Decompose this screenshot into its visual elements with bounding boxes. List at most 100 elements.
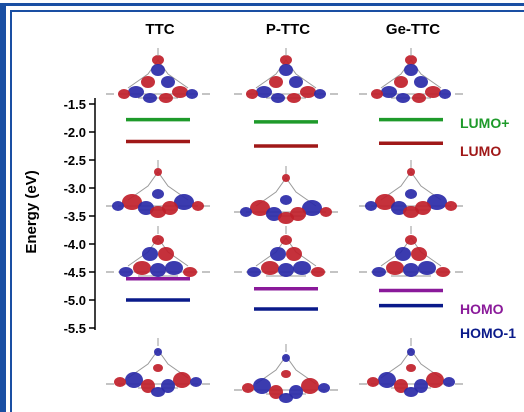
orbital-lobe-negative (253, 378, 271, 394)
level-label: LUMO+ (460, 115, 509, 131)
orbital-lobe-positive (118, 89, 130, 99)
orbital-lobe-positive (287, 93, 301, 103)
orbital-lobe-negative (143, 93, 157, 103)
column-label: TTC (145, 21, 174, 38)
level-labels: LUMO+ LUMO HOMO HOMO-1 (460, 115, 516, 341)
orbital-lobe-positive (152, 55, 164, 65)
orbital-lobe-negative (119, 267, 133, 277)
orbital-lobe-positive (269, 76, 283, 88)
orbital-lobe-positive (405, 55, 417, 65)
y-tick-label: -2.0 (64, 125, 86, 140)
orbital-lobe-positive (286, 247, 302, 261)
orbital-lobe-positive (183, 267, 197, 277)
orbital-lobe-positive (158, 247, 174, 261)
orbital-lobe-positive (246, 89, 258, 99)
orbital-lobe-negative (289, 385, 303, 399)
homo-minus-1-orbital (234, 344, 338, 403)
orbital-lobe-negative (407, 348, 415, 356)
orbital-lobe-negative (256, 86, 272, 98)
homo-minus-1-orbital (106, 338, 210, 397)
orbital-lobe-negative (414, 76, 428, 88)
orbital-lobe-positive (154, 168, 162, 176)
orbital-lobe-negative (378, 372, 396, 388)
orbital-lobe-positive (150, 206, 166, 218)
orbital-lobe-negative (161, 379, 175, 393)
y-tick-label: -4.0 (64, 237, 86, 252)
orbital-lobe-negative (151, 387, 165, 397)
orbital-lobe-positive (320, 207, 332, 217)
lumo-orbital (234, 166, 338, 224)
orbital-lobe-positive (281, 370, 291, 378)
orbital-lobe-positive (261, 261, 279, 275)
lumo-plus-1-orbital (359, 48, 463, 103)
orbital-lobe-negative (174, 194, 194, 210)
orbital-lobe-negative (128, 86, 144, 98)
frame-top-border-inner (10, 10, 524, 12)
orbital-lobe-negative (427, 194, 447, 210)
orbital-lobe-negative (381, 86, 397, 98)
orbital-lobe-negative (404, 387, 418, 397)
orbital-lobe-negative (125, 372, 143, 388)
y-tick-label: -3.0 (64, 181, 86, 196)
orbital-lobe-positive (394, 379, 408, 393)
orbital-lobe-positive (192, 201, 204, 211)
orbital-lobe-positive (159, 93, 173, 103)
orbital-lobe-negative (271, 93, 285, 103)
orbital-lobe-positive (141, 379, 155, 393)
orbital-lobe-negative (405, 189, 417, 199)
orbital-lobe-positive (436, 267, 450, 277)
orbital-lobe-negative (418, 261, 436, 275)
orbital-lobe-negative (142, 247, 158, 261)
orbital-lobe-negative (391, 201, 407, 215)
orbital-lobe-positive (300, 86, 316, 98)
orbital-lobe-positive (133, 261, 151, 275)
orbital-lobe-positive (173, 372, 191, 388)
orbital-images (106, 48, 463, 403)
orbital-lobe-negative (443, 377, 455, 387)
orbital-lobe-negative (414, 379, 428, 393)
orbital-lobe-positive (280, 235, 292, 245)
column-label: Ge-TTC (386, 21, 440, 38)
orbital-lobe-positive (371, 89, 383, 99)
homo-orbital (106, 226, 210, 277)
orbital-lobe-positive (415, 201, 431, 215)
energy-levels (126, 117, 443, 311)
y-tick-label: -2.5 (64, 153, 86, 168)
orbital-lobe-negative (439, 89, 451, 99)
y-tick-label: -5.5 (64, 321, 86, 336)
orbital-lobe-negative (138, 201, 154, 215)
orbital-lobe-positive (403, 206, 419, 218)
orbital-lobe-positive (114, 377, 126, 387)
orbital-lobe-positive (172, 86, 188, 98)
y-tick-label: -1.5 (64, 97, 86, 112)
frame-top-border (0, 3, 524, 6)
orbital-lobe-positive (162, 201, 178, 215)
orbital-lobe-positive (290, 207, 306, 221)
lumo-orbital (106, 160, 210, 218)
orbital-lobe-negative (289, 76, 303, 88)
orbital-lobe-positive (280, 55, 292, 65)
orbital-lobe-negative (279, 64, 293, 76)
orbital-lobe-negative (240, 207, 252, 217)
orbital-lobe-negative (247, 267, 261, 277)
orbital-lobe-positive (425, 86, 441, 98)
homo-orbital (234, 226, 338, 277)
lumo-plus-1-orbital (234, 48, 338, 103)
orbital-lobe-negative (266, 207, 282, 221)
orbital-lobe-positive (242, 383, 254, 393)
orbital-lobe-negative (365, 201, 377, 211)
orbital-lobe-negative (372, 267, 386, 277)
orbital-lobe-negative (403, 263, 419, 277)
orbital-lobe-positive (153, 364, 163, 372)
column-labels: TTC P-TTC Ge-TTC (145, 21, 440, 38)
y-tick-label: -3.5 (64, 209, 86, 224)
orbital-lobe-negative (318, 383, 330, 393)
orbital-lobe-positive (405, 235, 417, 245)
homo-minus-1-orbital (359, 338, 463, 397)
orbital-lobe-positive (152, 235, 164, 245)
y-axis-title: Energy (eV) (23, 170, 40, 253)
orbital-lobe-negative (151, 64, 165, 76)
orbital-lobe-negative (190, 377, 202, 387)
orbital-lobe-negative (152, 189, 164, 199)
